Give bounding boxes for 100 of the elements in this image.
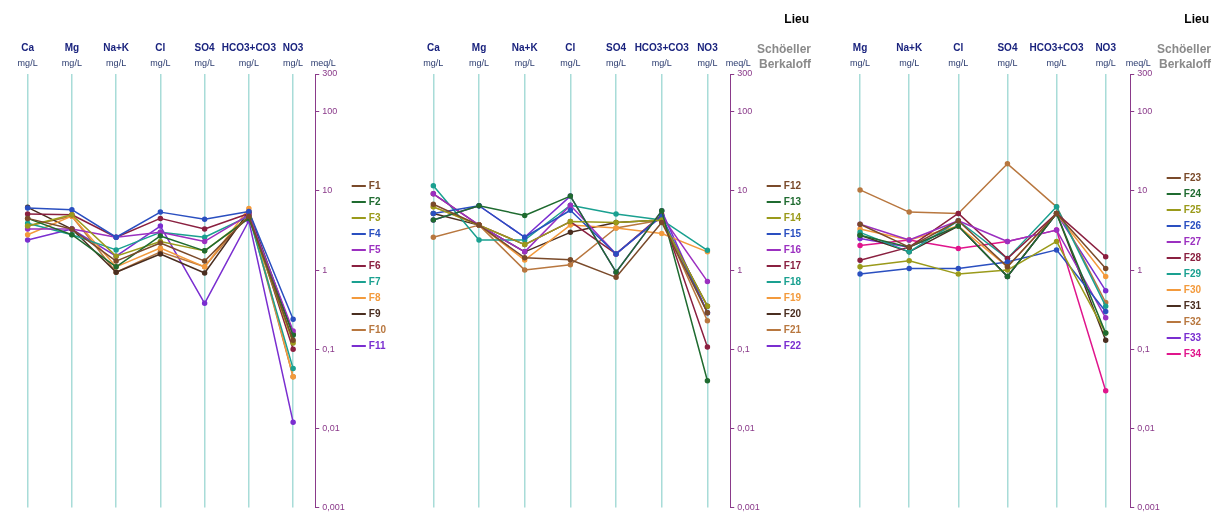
- text: mg/L: [17, 57, 38, 68]
- text: mg/L: [1095, 57, 1116, 68]
- legend-label: F29: [1183, 267, 1202, 279]
- y2-tick-label: 0,001: [322, 502, 345, 513]
- y2-tick-label: 100: [737, 106, 753, 117]
- text: mg/L: [560, 57, 581, 68]
- legend-label: F8: [368, 291, 381, 303]
- y2-tick-label: 0,1: [322, 343, 335, 354]
- x-tick-label: HCO3+CO3: [1029, 41, 1085, 53]
- text: mg/L: [651, 57, 672, 68]
- y2-tick-label: 100: [1137, 106, 1153, 117]
- y2-tick-label: 300: [737, 68, 753, 79]
- y2-tick-label: 10: [322, 185, 333, 196]
- legend-label: F21: [783, 323, 802, 335]
- x-tick-label: Na+K: [896, 41, 923, 53]
- x-tick-label: HCO3+CO3: [634, 41, 690, 53]
- legend-label: F1: [368, 179, 381, 191]
- legend-label: F4: [368, 227, 381, 239]
- x-tick-label: SO4: [606, 41, 627, 53]
- y2-tick-label: 1: [737, 264, 743, 275]
- y2-tick-label: 300: [322, 68, 338, 79]
- text: mg/L: [899, 57, 920, 68]
- legend-label: F12: [783, 179, 802, 191]
- text: mg/L: [697, 57, 718, 68]
- x-tick-label: Cl: [155, 41, 166, 53]
- legend-label: F3: [368, 211, 381, 223]
- x-tick-label: NO3: [1095, 41, 1117, 53]
- legend-label: F7: [368, 275, 381, 287]
- x-tick-label: Mg: [471, 41, 487, 53]
- y2-tick-label: 0,01: [1137, 422, 1155, 433]
- y2-tick-label: 0,001: [737, 502, 760, 513]
- legend-label: F13: [783, 195, 802, 207]
- text: mg/L: [850, 57, 871, 68]
- text: mg/L: [514, 57, 535, 68]
- legend-label: F15: [783, 227, 802, 239]
- y2-axis-title: meq/L: [725, 57, 751, 68]
- legend-label: F5: [368, 243, 381, 255]
- legend-label: F20: [783, 307, 802, 319]
- x-tick-label: Cl: [565, 41, 576, 53]
- text: mg/L: [283, 57, 304, 68]
- x-tick-label: Cl: [953, 41, 964, 53]
- legend-label: F14: [783, 211, 802, 223]
- x-tick-label: SO4: [997, 41, 1018, 53]
- y2-axis-title: meq/L: [1125, 57, 1151, 68]
- legend-label: F19: [783, 291, 802, 303]
- legend-label: F9: [368, 307, 381, 319]
- legend-label: F10: [368, 323, 387, 335]
- x-tick-label: NO3: [282, 41, 304, 53]
- x-tick-label: Mg: [852, 41, 868, 53]
- text: mg/L: [423, 57, 444, 68]
- y2-tick-label: 0,1: [737, 343, 750, 354]
- y2-tick-label: 0,01: [322, 422, 340, 433]
- y2-tick-label: 1: [1137, 264, 1143, 275]
- legend-label: F17: [783, 259, 802, 271]
- legend-label: F18: [783, 275, 802, 287]
- y2-tick-label: 0,01: [737, 422, 755, 433]
- text: Schöeller Berkaloff: [1156, 42, 1212, 72]
- legend-label: F30: [1183, 283, 1202, 295]
- text: mg/L: [61, 57, 82, 68]
- y2-tick-label: 1: [322, 264, 328, 275]
- legend-label: F31: [1183, 299, 1202, 311]
- legend-label: F27: [1183, 235, 1202, 247]
- text: mg/L: [948, 57, 969, 68]
- text: mg/L: [238, 57, 259, 68]
- text: mg/L: [997, 57, 1018, 68]
- legend-label: F11: [368, 339, 386, 351]
- x-tick-label: NO3: [697, 41, 719, 53]
- legend-title: Lieu: [784, 12, 809, 27]
- y2-tick-label: 10: [1137, 185, 1148, 196]
- legend-label: F25: [1183, 203, 1202, 215]
- x-tick-label: HCO3+CO3: [221, 41, 277, 53]
- legend-label: F24: [1183, 187, 1202, 199]
- legend-label: F34: [1183, 347, 1202, 359]
- legend-label: F33: [1183, 331, 1202, 343]
- x-tick-label: Na+K: [511, 41, 539, 53]
- y2-tick-label: 100: [322, 106, 338, 117]
- legend-label: F6: [368, 259, 381, 271]
- text: mg/L: [194, 57, 215, 68]
- y2-tick-label: 10: [737, 185, 748, 196]
- legend-label: F22: [783, 339, 802, 351]
- legend-title: Lieu: [1184, 12, 1209, 27]
- text: mg/L: [150, 57, 171, 68]
- legend-label: F2: [368, 195, 381, 207]
- x-tick-label: Ca: [21, 41, 35, 53]
- x-tick-label: SO4: [194, 41, 216, 53]
- legend-label: F32: [1183, 315, 1202, 327]
- text: mg/L: [606, 57, 627, 68]
- x-tick-label: Na+K: [103, 41, 130, 53]
- legend-label: F26: [1183, 219, 1202, 231]
- text: mg/L: [469, 57, 490, 68]
- legend-label: F23: [1183, 171, 1202, 183]
- text: Schöeller Berkaloff: [756, 42, 812, 72]
- text: mg/L: [1046, 57, 1067, 68]
- x-tick-label: Mg: [64, 41, 80, 53]
- legend-label: F28: [1183, 251, 1202, 263]
- y2-tick-label: 300: [1137, 68, 1153, 79]
- y2-tick-label: 0,001: [1137, 502, 1160, 513]
- y2-tick-label: 0,1: [1137, 343, 1150, 354]
- legend-label: F16: [783, 243, 802, 255]
- y2-axis-title: meq/L: [310, 57, 336, 68]
